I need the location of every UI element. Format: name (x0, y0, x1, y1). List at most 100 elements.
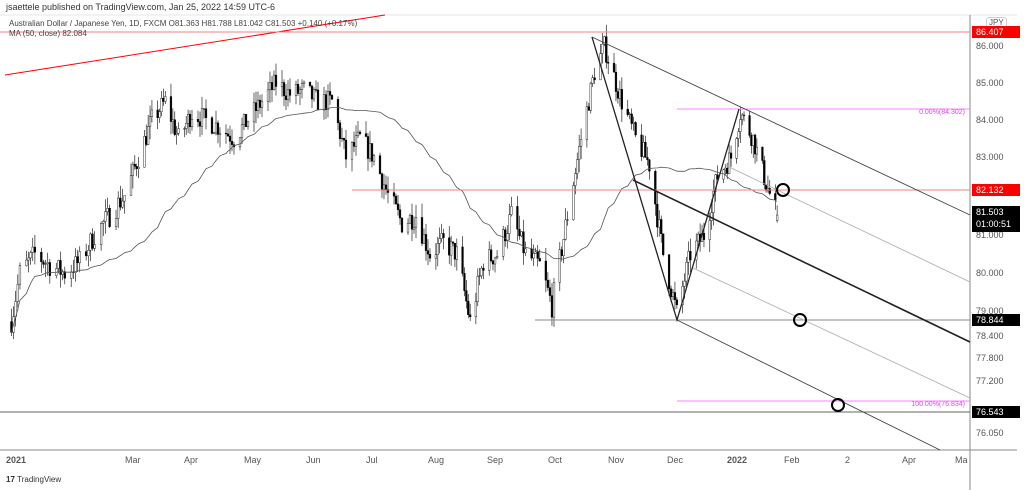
candle (76, 256, 79, 264)
candle (620, 89, 623, 110)
tv-logo-icon: 17 (6, 475, 18, 484)
candle (776, 214, 779, 221)
candle (755, 146, 759, 155)
candle (133, 163, 136, 167)
candle (300, 83, 304, 90)
circle-marker (793, 313, 807, 327)
x-tick: 2021 (6, 455, 27, 465)
candle (31, 246, 34, 253)
candle (467, 300, 470, 315)
candle (578, 146, 581, 160)
candle (294, 84, 298, 96)
candle (108, 208, 111, 227)
x-tick: Apr (184, 455, 199, 465)
candle (687, 251, 690, 263)
x-tick: 2 (845, 455, 851, 465)
fib-0-label: 0.00%(84.302) (919, 109, 965, 116)
price-label-76543: 76.543 (972, 406, 1020, 418)
candle (506, 233, 509, 242)
candle (394, 195, 398, 205)
candle (183, 128, 186, 130)
candle (618, 89, 621, 99)
candle (121, 200, 124, 208)
candle (204, 108, 208, 118)
candle (63, 271, 66, 279)
candle (412, 226, 416, 230)
candle (491, 260, 495, 265)
candle (129, 175, 133, 196)
candle (463, 273, 466, 291)
y-tick: 77.200 (976, 376, 1004, 386)
candle (246, 121, 250, 127)
x-tick: Oct (548, 455, 563, 465)
price-label-78844: 78.844 (972, 314, 1020, 326)
candle (493, 257, 497, 265)
candle (504, 229, 507, 242)
candle (585, 106, 589, 140)
candle (238, 137, 242, 148)
candle (270, 82, 274, 90)
candle (469, 314, 472, 318)
candle (658, 219, 661, 228)
candle (274, 74, 278, 87)
candle (190, 118, 194, 128)
candle (156, 109, 159, 118)
candle (330, 95, 334, 100)
pitchfork-upper-mid-line (724, 164, 971, 283)
candle (384, 184, 388, 190)
candle (70, 271, 73, 279)
candle (87, 250, 90, 257)
candle (453, 243, 457, 260)
x-tick: Ma (955, 455, 968, 465)
tradingview-logo[interactable]: 17 TradingView (6, 475, 61, 484)
candle (25, 259, 28, 266)
candle (260, 101, 264, 108)
price-label-82132: 82.132 (972, 184, 1020, 196)
candle (508, 214, 511, 234)
candle (27, 257, 30, 261)
candle (171, 119, 174, 122)
candle (502, 229, 505, 257)
candle (396, 203, 400, 210)
candle (169, 96, 173, 122)
candle (753, 134, 757, 155)
publisher-line: jsaettele published on TradingView.com, … (6, 2, 276, 12)
candle (530, 248, 533, 259)
circle-marker (776, 183, 790, 197)
x-tick: May (244, 455, 262, 465)
candle (654, 170, 657, 205)
candle (160, 97, 163, 112)
x-tick: Feb (784, 455, 800, 465)
circle-marker (831, 398, 845, 412)
candle (288, 89, 292, 96)
candle (91, 233, 94, 249)
chart-legend: Australian Dollar / Japanese Yen, 1D, FX… (9, 19, 357, 39)
candle (378, 155, 382, 174)
candle (774, 193, 777, 200)
candle (226, 133, 230, 137)
candle (612, 63, 616, 73)
candle (400, 217, 404, 233)
candle (342, 138, 346, 141)
pitchfork-upper-line (591, 36, 971, 216)
candle (536, 251, 539, 259)
candle (726, 167, 729, 174)
candle (354, 135, 358, 147)
candle (495, 255, 499, 259)
candle (482, 267, 485, 271)
candle (148, 116, 152, 127)
candle (662, 233, 665, 255)
candle (424, 234, 428, 251)
candle (605, 36, 608, 63)
candle (589, 83, 592, 111)
y-tick: 76.050 (976, 428, 1004, 438)
candle (296, 84, 300, 94)
candle (628, 113, 631, 115)
candle (59, 260, 62, 275)
candle (224, 132, 228, 135)
candle (420, 217, 424, 244)
candle (708, 220, 711, 240)
candle (710, 212, 713, 221)
candle (106, 208, 109, 212)
